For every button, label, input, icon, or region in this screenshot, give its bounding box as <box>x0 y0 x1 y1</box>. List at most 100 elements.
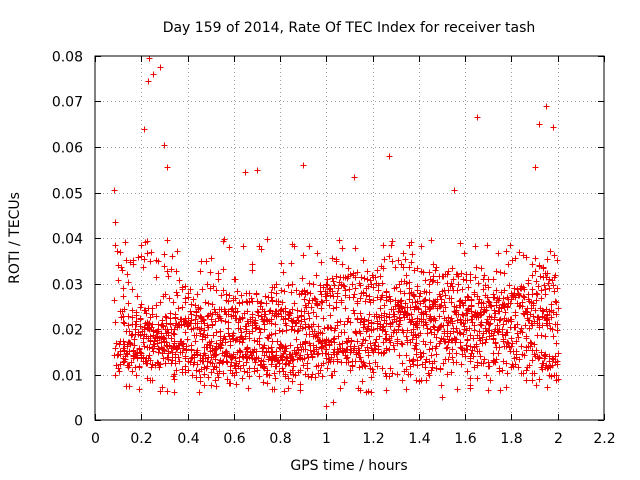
data-point <box>279 299 286 306</box>
data-point <box>255 312 262 319</box>
data-point <box>146 352 153 359</box>
data-point <box>352 285 359 292</box>
data-point <box>283 345 290 352</box>
data-point <box>443 345 450 352</box>
data-point <box>493 302 500 309</box>
data-point <box>536 121 543 128</box>
data-point <box>476 328 483 335</box>
data-point <box>245 385 252 392</box>
data-point <box>254 308 261 315</box>
data-point <box>265 335 272 342</box>
data-point <box>307 347 314 354</box>
data-point <box>217 357 224 364</box>
data-point <box>401 278 408 285</box>
data-point <box>280 269 287 276</box>
data-point <box>388 306 395 313</box>
data-point <box>454 287 461 294</box>
data-point <box>136 345 143 352</box>
data-point <box>253 348 260 355</box>
data-point <box>288 353 295 360</box>
data-point <box>159 317 166 324</box>
data-point <box>442 356 449 363</box>
data-point <box>150 348 157 355</box>
data-point <box>440 360 447 367</box>
data-point <box>451 335 458 342</box>
data-point <box>373 313 380 320</box>
data-point <box>418 318 425 325</box>
data-point <box>225 325 232 332</box>
data-point <box>208 255 215 262</box>
data-point <box>341 283 348 290</box>
data-point <box>315 338 322 345</box>
data-point <box>329 275 336 282</box>
data-point <box>538 287 545 294</box>
data-point <box>496 344 503 351</box>
data-point <box>180 345 187 352</box>
data-point <box>515 364 522 371</box>
data-point <box>287 357 294 364</box>
data-point <box>529 261 536 268</box>
data-point <box>223 348 230 355</box>
data-point <box>189 354 196 361</box>
data-point <box>521 294 528 301</box>
data-point <box>238 292 245 299</box>
data-point <box>330 336 337 343</box>
data-point <box>455 311 462 318</box>
data-point <box>261 326 268 333</box>
data-point <box>406 264 413 271</box>
data-point <box>486 321 493 328</box>
data-point <box>272 321 279 328</box>
data-point <box>145 78 152 85</box>
data-point <box>141 256 148 263</box>
data-point <box>243 359 250 366</box>
data-point <box>382 328 389 335</box>
data-point <box>529 377 536 384</box>
data-point <box>239 339 246 346</box>
data-point <box>229 354 236 361</box>
data-point <box>363 292 370 299</box>
data-point <box>137 323 144 330</box>
data-point <box>157 64 164 71</box>
data-point <box>282 373 289 380</box>
data-point <box>196 389 203 396</box>
data-point <box>299 356 306 363</box>
data-point <box>212 318 219 325</box>
data-point <box>421 288 428 295</box>
data-point <box>287 310 294 317</box>
data-point <box>333 304 340 311</box>
data-point <box>439 288 446 295</box>
data-point <box>262 293 269 300</box>
data-point <box>491 358 498 365</box>
data-point <box>356 328 363 335</box>
data-point <box>331 335 338 342</box>
data-point <box>210 332 217 339</box>
data-point <box>417 354 424 361</box>
data-point <box>438 382 445 389</box>
data-point <box>161 339 168 346</box>
data-point <box>483 336 490 343</box>
data-point <box>288 260 295 267</box>
data-point <box>506 282 513 289</box>
data-point <box>439 394 446 401</box>
data-point <box>251 337 258 344</box>
data-point <box>495 250 502 257</box>
data-point <box>422 303 429 310</box>
data-point <box>467 385 474 392</box>
data-point <box>467 332 474 339</box>
data-point <box>133 309 140 316</box>
data-point <box>447 283 454 290</box>
data-point <box>437 303 444 310</box>
data-point <box>375 349 382 356</box>
data-point <box>239 315 246 322</box>
data-point <box>176 358 183 365</box>
data-point <box>399 360 406 367</box>
data-point <box>470 335 477 342</box>
data-point <box>366 311 373 318</box>
data-point <box>359 340 366 347</box>
data-point <box>147 258 154 265</box>
data-point <box>306 315 313 322</box>
data-point <box>436 340 443 347</box>
data-point <box>480 360 487 367</box>
data-point <box>318 291 325 298</box>
data-point <box>189 372 196 379</box>
